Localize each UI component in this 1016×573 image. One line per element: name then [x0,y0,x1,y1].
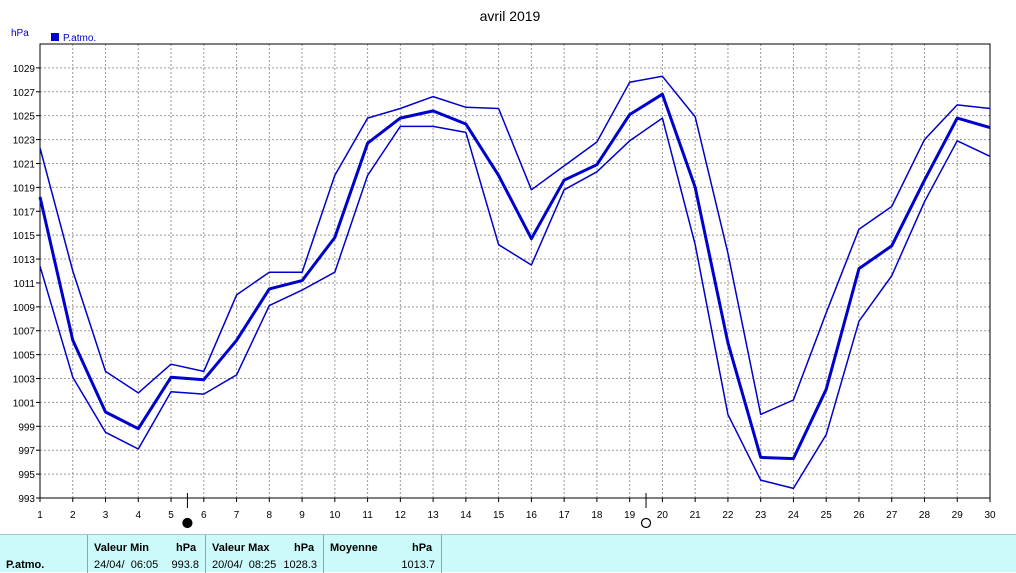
y-tick-label: 1019 [13,183,36,194]
stats-min-cell: Valeur Min hPa 24/04/ 06:05 993.8 [88,535,206,573]
x-tick-label: 29 [952,510,964,521]
full-moon-icon [640,517,652,529]
x-tick-label: 24 [788,510,800,521]
series-line-min [39,117,991,490]
stats-max-cell: Valeur Max hPa 20/04/ 08:25 1028.3 [206,535,324,573]
x-tick-label: 28 [919,510,931,521]
stats-min-header: Valeur Min [94,542,150,554]
stats-bar: P.atmo. Valeur Min hPa 24/04/ 06:05 993.… [0,534,1016,573]
y-tick-label: 995 [18,470,35,481]
moon-phase-markers [182,493,652,529]
x-tick-label: 22 [722,510,734,521]
stats-max-datetime: 20/04/ 08:25 [212,559,277,571]
pressure-chart: avril 2019 hPa P.atmo. 993 995 997 999 1001 1… [11,8,996,529]
grid-lines [40,44,990,498]
y-tick-label: 1025 [13,112,36,123]
x-tick-label: 18 [591,510,603,521]
x-tick-label: 14 [460,510,472,521]
x-tick-label: 19 [624,510,636,521]
y-tick-label: 1023 [13,136,36,147]
x-tick-label: 9 [299,510,305,521]
x-tick-label: 5 [168,510,174,521]
x-tick-label: 12 [395,510,407,521]
x-tick-label: 15 [493,510,505,521]
x-tick-label: 10 [329,510,341,521]
series-line-mean [38,92,991,461]
y-tick-label: 993 [18,494,35,505]
stats-series-cell: P.atmo. [0,535,88,573]
chart-title: avril 2019 [480,8,541,24]
x-tick-label: 13 [428,510,440,521]
x-tick-label: 2 [70,510,76,521]
legend-swatch [51,33,59,41]
x-tick-label: 20 [657,510,669,521]
series-line-max [39,75,991,416]
y-tick-label: 1003 [13,375,36,386]
series-lines [38,75,991,490]
x-tick-label: 30 [984,510,996,521]
stats-avg-header: Moyenne [330,542,378,554]
y-tick-label: 999 [18,422,35,433]
new-moon-icon [182,517,193,529]
stats-max-unit: hPa [294,542,315,554]
y-tick-label: 997 [18,446,35,457]
y-axis-unit: hPa [11,28,29,39]
x-tick-label: 25 [821,510,833,521]
x-tick-label: 23 [755,510,767,521]
stats-avg-cell: Moyenne hPa 1013.7 [324,535,442,573]
stats-max-header: Valeur Max [212,542,270,554]
x-tick-label: 26 [853,510,865,521]
x-tick-label: 4 [135,510,141,521]
x-tick-label: 16 [526,510,538,521]
x-tick-label: 1 [37,510,43,521]
x-axis: 1 2 3 4 5 6 7 8 9 10 11 12 13 14 15 16 17 18 19 20 21 22 23 24 2… [37,498,996,521]
stats-min-datetime: 24/04/ 06:05 [94,559,159,571]
y-tick-label: 1009 [13,303,36,314]
y-tick-label: 1015 [13,231,36,242]
x-tick-label: 7 [234,510,240,521]
y-tick-label: 1021 [13,159,36,170]
y-tick-label: 1029 [13,64,36,75]
y-tick-label: 1007 [13,327,36,338]
legend-label: P.atmo. [63,33,96,44]
x-tick-label: 17 [559,510,571,521]
stats-min-unit: hPa [176,542,197,554]
x-tick-label: 21 [690,510,702,521]
y-tick-label: 1001 [13,398,36,409]
y-axis: 993 995 997 999 1001 1003 1005 1007 1009 1011 1013… [13,64,40,505]
y-tick-label: 1011 [13,279,35,290]
plot-frame [39,43,991,499]
stats-avg-value: 1013.7 [401,559,435,571]
stats-series-label: P.atmo. [6,559,45,571]
y-tick-label: 1013 [13,255,36,266]
x-tick-label: 6 [201,510,207,521]
stats-avg-unit: hPa [412,542,433,554]
y-tick-label: 1005 [13,351,36,362]
stats-min-value: 993.8 [171,559,199,571]
y-tick-label: 1027 [13,88,36,99]
stats-max-value: 1028.3 [283,559,317,571]
x-tick-label: 11 [362,510,373,521]
x-tick-label: 8 [267,510,273,521]
x-tick-label: 3 [103,510,109,521]
y-tick-label: 1017 [13,207,36,218]
x-tick-label: 27 [886,510,898,521]
